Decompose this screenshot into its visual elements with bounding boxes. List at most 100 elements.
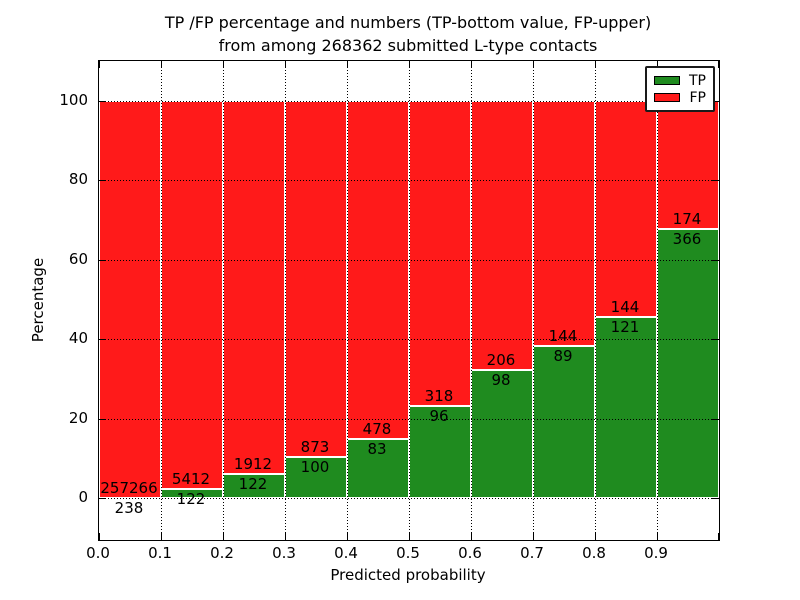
chart-title-line2: from among 268362 submitted L-type conta… [218,36,598,55]
gridline-x [657,61,658,540]
y-axis-tick [712,339,719,341]
legend-label: FP [689,89,707,106]
y-axis-tick [712,498,719,499]
y-tick-label: 100 [59,91,88,109]
gridline-x [223,61,224,540]
x-axis-tick [471,533,472,540]
x-tick-label: 0.3 [272,544,296,562]
y-tick-label: 80 [68,170,88,189]
tp-count-label: 89 [553,347,573,366]
y-tick-label: 0 [78,488,88,506]
y-axis-tick [712,418,719,420]
x-axis-tick [409,533,410,540]
x-tick-label: 0.0 [86,544,110,562]
bar-fp-segment [595,101,657,317]
tp-count-label: 122 [176,490,206,509]
x-axis-label: Predicted probability [330,566,486,584]
bar-fp-segment [533,101,595,347]
y-axis-tick [99,418,106,420]
gridline-x [347,61,348,540]
tp-count-label: 100 [300,458,330,477]
plot-area [98,60,720,541]
fp-count-label: 144 [548,327,578,346]
tp-count-label: 96 [429,406,449,425]
bar-tp-segment [285,457,347,498]
y-tick-label: 40 [68,329,88,348]
x-axis-tick [533,533,534,540]
x-axis-tick [347,61,348,68]
tp-count-label: 83 [367,440,387,459]
fp-count-label: 174 [672,209,702,228]
legend-box: TP FP [645,66,715,112]
x-tick-label: 0.1 [148,544,172,562]
y-axis-tick [712,101,719,102]
x-axis-tick [657,61,658,68]
gridline-x [595,61,596,540]
x-tick-label: 0.5 [396,544,420,562]
legend-row: FP [654,91,706,105]
x-tick-label: 0.2 [210,544,234,562]
y-axis-tick [99,101,106,102]
fp-legend-swatch [654,93,680,102]
bar-fp-segment [161,101,223,490]
fp-count-label: 206 [486,351,516,370]
gridline-x [409,61,410,540]
bar-fp-segment [409,101,471,406]
y-tick-label: 20 [68,408,88,427]
bar-tp-segment [471,370,533,498]
x-axis-tick [161,533,162,540]
tp-count-label: 98 [491,371,511,390]
x-axis-tick [409,61,410,68]
x-axis-tick [347,533,348,540]
fp-count-label: 318 [424,386,454,405]
x-axis-tick [223,61,224,68]
tp-count-label: 238 [114,498,144,517]
x-axis-tick [99,533,100,540]
x-axis-tick [471,61,472,68]
gridline-x [471,61,472,540]
gridline-x [285,61,286,540]
tp-count-label: 366 [672,229,702,248]
fp-count-label: 478 [362,420,392,439]
y-axis-tick [99,339,106,341]
gridline-x [161,61,162,540]
tp-count-label: 121 [610,317,640,336]
bar-fp-segment [99,101,161,498]
bar-fp-segment [285,101,347,458]
x-axis-tick [285,61,286,68]
x-tick-label: 0.8 [582,544,606,562]
fp-count-label: 257266 [100,478,158,497]
chart-title: TP /FP percentage and numbers (TP-bottom… [98,11,718,57]
x-axis-tick [285,533,286,540]
fp-count-label: 5412 [171,470,211,489]
y-axis-tick [712,259,719,261]
x-tick-label: 0.9 [644,544,668,562]
x-axis-tick [595,533,596,540]
x-axis-tick [533,61,534,68]
x-axis-tick [99,61,100,68]
x-axis-tick [595,61,596,68]
bar-fp-segment [223,101,285,475]
x-axis-tick [657,533,658,540]
bar-fp-segment [347,101,409,440]
gridline-x [533,61,534,540]
y-axis-tick [712,180,719,182]
bar-fp-segment [657,101,719,229]
bar-tp-segment [595,316,657,498]
x-axis-tick [718,533,719,540]
bar-tp-segment [533,346,595,498]
legend-row: TP [654,74,706,88]
x-axis-tick [161,61,162,68]
bar-tp-segment [657,228,719,498]
tp-legend-swatch [654,76,680,85]
y-tick-label: 60 [68,249,88,268]
x-axis-tick [223,533,224,540]
chart-title-line1: TP /FP percentage and numbers (TP-bottom… [164,13,652,32]
legend-label: TP [689,72,706,89]
y-axis-tick [99,498,106,499]
y-axis-tick [99,259,106,261]
y-axis-tick [99,180,106,182]
fp-count-label: 873 [300,438,330,457]
tp-count-label: 122 [238,475,268,494]
